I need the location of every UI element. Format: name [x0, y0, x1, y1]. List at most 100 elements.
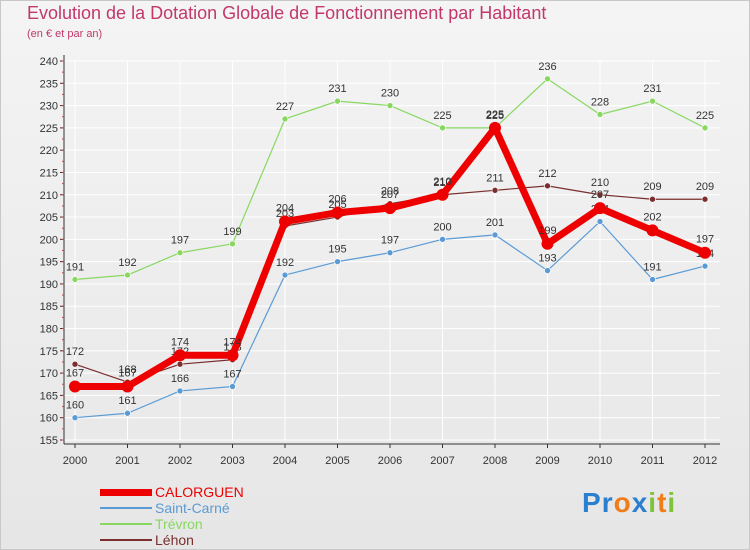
- data-label: 225: [486, 109, 504, 121]
- data-point: [544, 75, 551, 83]
- data-point: [384, 202, 396, 215]
- data-label: 160: [66, 400, 84, 412]
- data-point: [596, 191, 604, 199]
- y-tick-label: 155: [40, 435, 58, 447]
- data-label: 206: [328, 194, 346, 206]
- x-tick-label: 2002: [168, 455, 192, 467]
- y-tick-label: 210: [40, 190, 58, 202]
- data-point: [124, 409, 131, 417]
- logo-letter: P: [582, 487, 602, 518]
- data-label: 236: [538, 61, 556, 73]
- data-label: 202: [643, 211, 661, 223]
- data-label: 199: [538, 225, 556, 237]
- x-tick-label: 2004: [273, 455, 297, 467]
- data-point: [279, 215, 291, 228]
- data-point: [649, 276, 656, 283]
- data-label: 225: [696, 110, 714, 122]
- data-label: 168: [118, 364, 136, 376]
- legend-item-saint-carné: Saint-Carné: [100, 500, 230, 516]
- data-point: [71, 414, 79, 422]
- data-point: [544, 267, 551, 274]
- data-label: 167: [223, 368, 241, 380]
- data-point: [71, 276, 79, 283]
- data-label: 197: [381, 235, 399, 247]
- x-tick-label: 2012: [693, 455, 717, 467]
- chart-subtitle: (en € et par an): [27, 28, 103, 40]
- data-label: 211: [486, 172, 504, 184]
- y-tick-label: 180: [40, 324, 58, 336]
- logo-letter: r: [601, 487, 614, 518]
- logo-letter: i: [667, 487, 677, 518]
- data-label: 207: [381, 189, 399, 201]
- data-label: 210: [591, 177, 609, 189]
- x-tick-label: 2011: [641, 455, 665, 467]
- data-label: 203: [276, 208, 294, 220]
- legend-swatch: [100, 488, 152, 496]
- y-tick-label: 215: [40, 167, 58, 179]
- data-label: 230: [381, 88, 399, 100]
- data-label: 225: [433, 110, 451, 122]
- y-tick-label: 205: [40, 212, 58, 224]
- legend-swatch: [100, 507, 152, 509]
- data-label: 199: [223, 226, 241, 238]
- logo-letter: i: [648, 487, 658, 518]
- data-point: [701, 262, 709, 270]
- data-label: 205: [328, 199, 346, 211]
- data-label: 191: [66, 261, 84, 273]
- data-label: 192: [118, 257, 136, 269]
- data-label: 172: [66, 346, 84, 358]
- data-label: 161: [118, 395, 136, 407]
- y-tick-label: 225: [40, 123, 58, 135]
- data-point: [596, 218, 604, 225]
- data-label: 174: [223, 336, 241, 348]
- data-point: [439, 236, 446, 243]
- data-label: 197: [171, 235, 189, 247]
- data-point: [229, 383, 236, 390]
- logo-letter: o: [613, 487, 632, 518]
- legend-item-trévron: Trévron: [100, 516, 203, 532]
- data-point: [281, 115, 289, 123]
- y-tick-label: 200: [40, 234, 58, 246]
- data-label: 225: [486, 110, 504, 122]
- data-label: 191: [643, 261, 661, 273]
- data-point: [489, 121, 501, 134]
- data-point: [649, 195, 656, 203]
- data-point: [649, 97, 656, 105]
- data-point: [439, 124, 446, 132]
- x-tick-label: 2009: [535, 455, 559, 467]
- data-label: 209: [643, 181, 661, 193]
- data-label: 207: [591, 189, 609, 201]
- data-label: 201: [486, 217, 504, 229]
- legend-label: Léhon: [155, 532, 194, 548]
- data-label: 200: [433, 221, 451, 233]
- data-label: 204: [276, 203, 294, 215]
- data-point: [124, 271, 131, 279]
- data-point: [334, 258, 341, 265]
- data-point: [281, 271, 289, 279]
- data-label: 192: [276, 257, 294, 269]
- data-point: [69, 380, 81, 393]
- data-point: [176, 360, 184, 368]
- data-point: [436, 188, 449, 201]
- legend-item-calorguen: CALORGUEN: [100, 484, 244, 500]
- data-label: 208: [381, 186, 399, 198]
- data-label: 227: [276, 101, 294, 113]
- data-point: [176, 387, 184, 395]
- y-tick-label: 170: [40, 368, 58, 380]
- x-tick-label: 2001: [115, 455, 139, 467]
- data-point: [646, 224, 659, 237]
- data-point: [229, 240, 236, 248]
- x-tick-label: 2006: [378, 455, 402, 467]
- x-tick-label: 2000: [63, 455, 87, 467]
- data-point: [699, 246, 711, 259]
- y-tick-label: 230: [40, 101, 58, 113]
- y-tick-label: 235: [40, 78, 58, 90]
- data-label: 228: [591, 97, 609, 109]
- data-point: [701, 195, 709, 203]
- data-label: 231: [643, 83, 661, 95]
- x-tick-label: 2008: [483, 455, 507, 467]
- y-tick-label: 165: [40, 390, 58, 402]
- legend-label: Saint-Carné: [155, 500, 230, 516]
- data-point: [701, 124, 709, 132]
